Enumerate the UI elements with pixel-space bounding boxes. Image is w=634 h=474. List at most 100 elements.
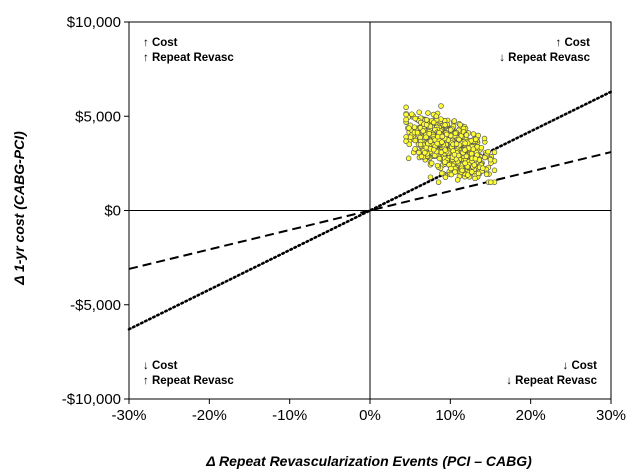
quadrant-bottom-right-line1: ↓ Cost <box>563 360 598 372</box>
scatter-point <box>439 133 446 140</box>
scatter-point <box>430 119 437 126</box>
quadrant-bottom-left-line1: ↓ Cost <box>143 360 178 372</box>
x-axis-title: Δ Repeat Revascularization Events (PCI –… <box>205 453 532 469</box>
scatter-point <box>427 174 434 180</box>
scatter-point <box>470 146 476 152</box>
scatter-point <box>428 160 435 166</box>
scatter-point <box>425 110 431 116</box>
scatter-point <box>465 172 471 178</box>
scatter-point <box>462 160 468 166</box>
scatter-point <box>463 132 470 138</box>
scatter-point <box>438 103 444 109</box>
scatter-point <box>442 122 448 128</box>
x-tick-label: 10% <box>435 407 465 424</box>
quadrant-label-bottom-right: ↓ Cost ↓ Repeat Revasc <box>506 360 597 387</box>
scatter-point <box>456 136 462 143</box>
scatter-point <box>439 139 445 145</box>
scatter-point <box>439 170 445 177</box>
scatter-point <box>405 155 412 162</box>
scatter-point <box>423 122 430 128</box>
scatter-points-layer <box>403 103 498 185</box>
quadrant-top-left-line2: ↑ Repeat Revasc <box>143 52 234 64</box>
quadrant-bottom-right-line2: ↓ Repeat Revasc <box>506 375 597 387</box>
scatter-point <box>409 111 415 117</box>
scatter-point <box>433 113 440 120</box>
scatter-point <box>435 179 442 185</box>
scatter-point <box>470 131 477 137</box>
scatter-point <box>454 177 461 183</box>
scatter-point <box>423 134 429 140</box>
scatter-point <box>434 162 441 169</box>
x-tick-label: -30% <box>111 407 146 424</box>
scatter-point <box>475 132 481 139</box>
scatter-point <box>457 121 463 128</box>
scatter-point <box>447 127 454 133</box>
scatter-point <box>491 167 498 174</box>
scatter-point <box>468 150 475 157</box>
scatter-point <box>412 146 418 152</box>
scatter-point <box>452 130 459 137</box>
scatter-point <box>417 141 424 148</box>
scatter-point <box>451 151 458 158</box>
quadrant-label-top-right: ↑ Cost ↓ Repeat Revasc <box>499 37 590 64</box>
scatter-point <box>473 136 479 143</box>
scatter-point <box>423 117 430 123</box>
x-tick-label: -10% <box>272 407 307 424</box>
scatter-point <box>411 124 418 130</box>
axes-layer <box>124 21 612 404</box>
scatter-point <box>427 138 434 145</box>
scatter-point <box>412 137 419 144</box>
scatter-point <box>416 149 422 156</box>
scatter-point <box>462 147 468 153</box>
tick-labels-layer: -$10,000 -$5,000 $0 $5,000 $10,000 -30% -20% -1… <box>62 14 626 424</box>
scatter-point <box>469 169 475 175</box>
scatter-point <box>435 133 441 140</box>
y-tick-label: $10,000 <box>67 14 121 31</box>
scatter-point <box>406 125 412 131</box>
scatter-point <box>462 140 468 147</box>
quadrant-top-right-line2: ↓ Repeat Revasc <box>499 52 590 64</box>
scatter-point <box>418 153 425 160</box>
scatter-point <box>422 149 428 156</box>
quadrant-top-left-line1: ↑ Cost <box>143 37 178 49</box>
scatter-point <box>452 169 458 175</box>
quadrant-label-bottom-left: ↓ Cost ↑ Repeat Revasc <box>143 360 234 387</box>
y-tick-label: -$5,000 <box>70 297 121 314</box>
scatter-point <box>475 170 482 177</box>
x-tick-label: 30% <box>596 407 626 424</box>
reference-line-dotted <box>127 90 613 331</box>
scatter-point <box>403 111 409 118</box>
scatter-point <box>488 179 494 185</box>
scatter-point <box>453 141 460 147</box>
scatter-point <box>442 147 448 153</box>
reference-line-dashed <box>128 151 612 270</box>
y-tick-label: $5,000 <box>75 108 121 125</box>
scatter-point <box>480 165 486 171</box>
quadrant-top-right-line1: ↑ Cost <box>556 37 591 49</box>
scatter-point <box>436 155 443 162</box>
scatter-point <box>403 116 409 123</box>
x-tick-label: 0% <box>359 407 381 424</box>
scatter-point <box>482 154 488 161</box>
x-tick-label: 20% <box>516 407 546 424</box>
scatter-point <box>414 129 421 136</box>
scatter-point <box>478 144 485 151</box>
reference-lines-layer <box>127 90 613 331</box>
scatter-point <box>485 148 491 155</box>
scatter-point <box>472 175 478 182</box>
quadrant-bottom-left-line2: ↑ Repeat Revasc <box>143 375 234 387</box>
scatter-point <box>448 165 454 172</box>
scatter-point <box>459 167 465 174</box>
scatter-point <box>406 141 412 148</box>
y-tick-label: $0 <box>104 203 121 220</box>
scatter-point <box>463 153 470 160</box>
scatter-point <box>483 171 490 178</box>
y-tick-label: -$10,000 <box>62 391 121 408</box>
x-tick-label: -20% <box>192 407 227 424</box>
scatter-point <box>416 109 422 115</box>
y-axis-title: Δ 1-yr cost (CABG-PCI) <box>11 131 27 286</box>
scatter-point <box>403 104 409 111</box>
scatter-point <box>491 149 498 156</box>
scatter-point <box>451 118 458 124</box>
